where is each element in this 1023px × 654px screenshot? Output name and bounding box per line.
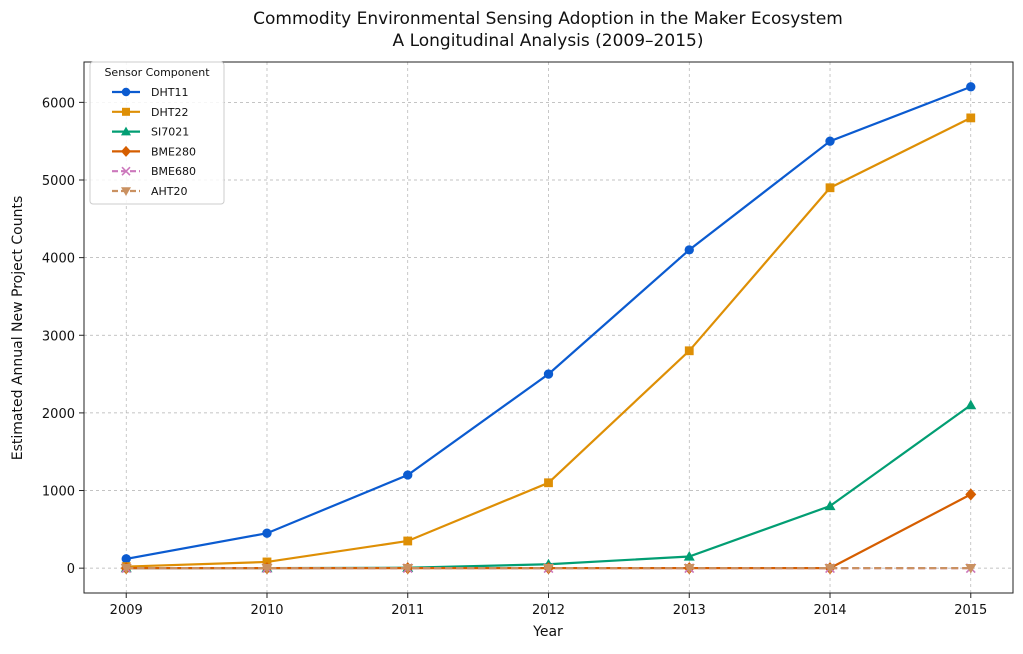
data-point (965, 399, 977, 410)
chart-subtitle: A Longitudinal Analysis (2009–2015) (393, 31, 704, 51)
legend-title: Sensor Component (104, 66, 210, 79)
data-point (262, 528, 272, 538)
legend-label: BME280 (151, 145, 196, 158)
y-tick-label: 5000 (42, 174, 75, 189)
legend-item: DHT11 (112, 86, 188, 99)
data-point (121, 126, 131, 136)
plot-frame (83, 61, 1014, 594)
chart-title: Commodity Environmental Sensing Adoption… (253, 9, 843, 29)
data-point (825, 136, 835, 146)
data-point (403, 536, 413, 546)
y-tick-label: 0 (67, 562, 75, 577)
legend-label: DHT11 (151, 86, 188, 99)
x-tick-label: 2011 (391, 603, 424, 618)
y-tick-label: 6000 (42, 96, 75, 111)
legend-label: DHT22 (151, 106, 188, 119)
data-point (121, 145, 131, 157)
data-point (262, 557, 272, 567)
y-tick-label: 2000 (42, 407, 75, 422)
data-point (261, 564, 273, 574)
legend: Sensor Component DHT11 DHT22 SI7021 BME280 BM… (89, 61, 225, 205)
legend-label: BME680 (151, 165, 196, 178)
data-point (684, 346, 694, 356)
data-point (965, 564, 977, 574)
y-tick-label: 1000 (42, 485, 75, 500)
data-point (543, 369, 554, 379)
legend-item: AHT20 (112, 185, 188, 198)
data-point (122, 107, 130, 116)
series-line (126, 116, 972, 568)
data-point (966, 113, 976, 123)
data-point (683, 551, 695, 561)
data-point (402, 564, 414, 574)
data-point (824, 500, 836, 511)
y-tick-label: 4000 (42, 252, 75, 267)
legend-item: BME280 (112, 145, 196, 158)
x-tick-label: 2009 (110, 603, 143, 618)
data-point (121, 87, 131, 97)
data-point (120, 564, 132, 574)
x-tick-label: 2010 (250, 603, 283, 618)
y-tick-label: 3000 (42, 329, 75, 344)
data-point (403, 470, 413, 480)
data-point (683, 564, 695, 574)
data-point (684, 245, 694, 255)
ticks: 2009 2010 2011 2012 2013 2014 2015 0 1000 2000 300… (42, 96, 987, 618)
legend-item: SI7021 (112, 126, 189, 139)
y-axis-label: Estimated Annual New Project Counts (10, 196, 26, 461)
legend-item: BME680 (112, 165, 196, 178)
legend-label: AHT20 (151, 185, 188, 198)
data-point (121, 187, 131, 196)
data-point (121, 166, 131, 176)
data-point (965, 488, 977, 501)
data-point (544, 478, 553, 488)
x-tick-label: 2015 (954, 603, 987, 618)
series-dht11 (121, 82, 976, 564)
series-aht20 (120, 564, 977, 574)
legend-item: DHT22 (112, 106, 188, 119)
x-tick-label: 2012 (532, 603, 565, 618)
series-layer (120, 82, 977, 575)
data-point (543, 564, 554, 574)
legend-label: SI7021 (151, 126, 189, 139)
x-axis-label: Year (532, 624, 563, 640)
data-point (824, 564, 836, 574)
x-tick-label: 2014 (813, 603, 846, 618)
data-point (825, 183, 835, 193)
data-point (121, 554, 131, 564)
x-tick-label: 2013 (673, 603, 706, 618)
data-point (966, 82, 976, 92)
